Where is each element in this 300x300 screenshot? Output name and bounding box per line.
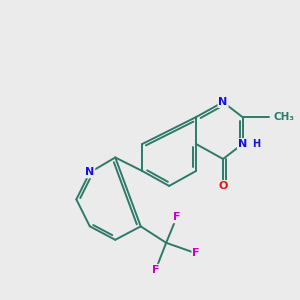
Text: F: F <box>192 248 200 258</box>
Text: O: O <box>218 181 228 191</box>
Text: H: H <box>252 139 260 149</box>
Text: CH₃: CH₃ <box>274 112 295 122</box>
Text: N: N <box>238 139 247 149</box>
Text: N: N <box>218 97 228 107</box>
Text: F: F <box>173 212 180 222</box>
Text: N: N <box>85 167 94 178</box>
Text: F: F <box>152 265 159 275</box>
